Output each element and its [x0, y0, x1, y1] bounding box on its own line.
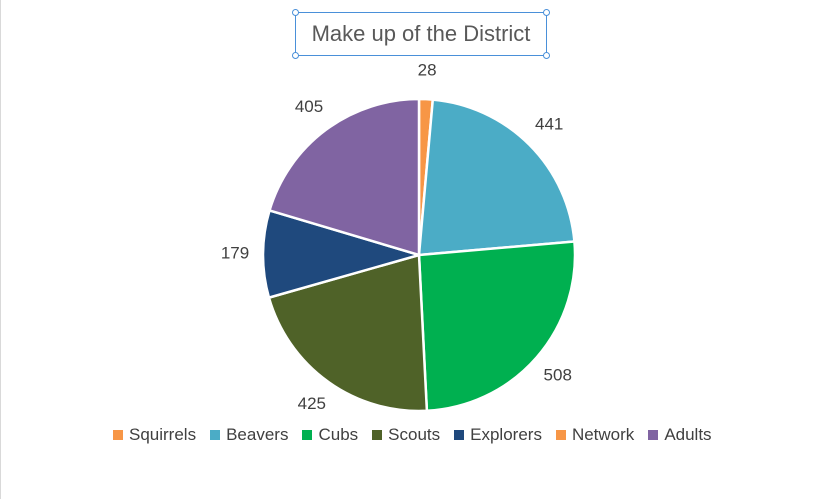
pie-slice-adults[interactable] — [268, 97, 421, 257]
legend-swatch-beavers — [210, 430, 221, 440]
chart-title-box[interactable]: Make up of the District — [292, 9, 550, 59]
legend-item-network[interactable]: Network — [555, 425, 635, 445]
legend-swatch-scouts — [372, 430, 383, 440]
data-label-explorers: 179 — [221, 243, 249, 262]
data-label-cubs: 508 — [544, 365, 572, 384]
pie-slice-cubs[interactable] — [417, 240, 577, 413]
pie-slice-beavers[interactable] — [417, 98, 576, 257]
legend-item-squirrels[interactable]: Squirrels — [113, 425, 196, 445]
legend-swatch-cubs — [302, 430, 313, 440]
legend-label-beavers: Beavers — [226, 425, 289, 444]
pie-slice-scouts[interactable] — [267, 253, 429, 413]
resize-handle-bottom-right[interactable] — [543, 52, 550, 59]
pie-data-labels: 28 441 508 425 179 405 — [221, 61, 572, 413]
legend-swatch-adults — [648, 430, 659, 440]
legend-item-scouts[interactable]: Scouts — [372, 425, 440, 445]
legend-label-cubs: Cubs — [318, 425, 359, 444]
legend-item-adults[interactable]: Adults — [648, 425, 712, 445]
pie-slice-explorers[interactable] — [261, 209, 421, 299]
chart-title: Make up of the District — [311, 21, 531, 46]
legend-item-cubs[interactable]: Cubs — [302, 425, 358, 445]
legend-label-scouts: Scouts — [388, 425, 441, 444]
data-label-scouts: 425 — [298, 394, 326, 413]
resize-handle-bottom-left[interactable] — [292, 52, 299, 59]
pie-slices — [261, 97, 577, 413]
legend-swatch-network — [555, 430, 566, 440]
legend-item-explorers[interactable]: Explorers — [454, 425, 542, 445]
legend-label-network: Network — [571, 425, 635, 444]
legend-swatch-squirrels — [113, 430, 123, 440]
legend-label-squirrels: Squirrels — [129, 425, 197, 444]
resize-handle-top-left[interactable] — [292, 9, 299, 16]
legend-item-beavers[interactable]: Beavers — [210, 425, 288, 445]
resize-handle-top-right[interactable] — [543, 9, 550, 16]
data-label-beavers: 441 — [535, 114, 563, 133]
data-label-squirrels: 28 — [418, 61, 437, 80]
legend-label-adults: Adults — [664, 425, 712, 444]
legend-label-explorers: Explorers — [470, 425, 542, 444]
data-label-adults: 405 — [295, 97, 323, 116]
chart-legend: Squirrels Beavers Cubs Scouts Explorers Netwo… — [113, 424, 712, 446]
legend-swatch-explorers — [454, 430, 465, 440]
